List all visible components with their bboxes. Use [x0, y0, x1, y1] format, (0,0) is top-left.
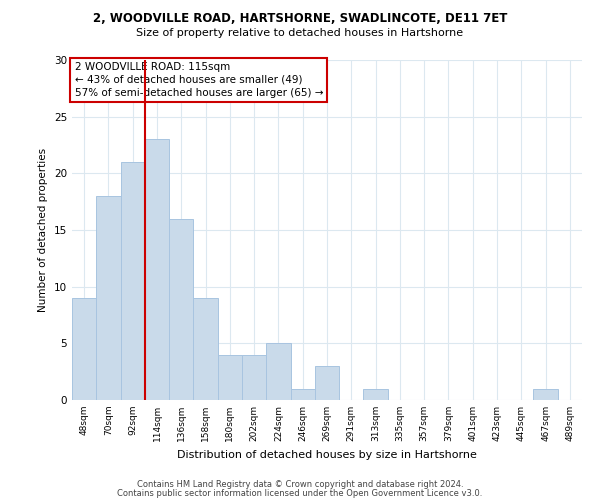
- Text: Size of property relative to detached houses in Hartshorne: Size of property relative to detached ho…: [136, 28, 464, 38]
- Text: 2, WOODVILLE ROAD, HARTSHORNE, SWADLINCOTE, DE11 7ET: 2, WOODVILLE ROAD, HARTSHORNE, SWADLINCO…: [93, 12, 507, 26]
- Text: Contains HM Land Registry data © Crown copyright and database right 2024.: Contains HM Land Registry data © Crown c…: [137, 480, 463, 489]
- Text: Contains public sector information licensed under the Open Government Licence v3: Contains public sector information licen…: [118, 488, 482, 498]
- X-axis label: Distribution of detached houses by size in Hartshorne: Distribution of detached houses by size …: [177, 450, 477, 460]
- Bar: [290, 388, 315, 400]
- Text: 2 WOODVILLE ROAD: 115sqm
← 43% of detached houses are smaller (49)
57% of semi-d: 2 WOODVILLE ROAD: 115sqm ← 43% of detach…: [74, 62, 323, 98]
- Bar: [72, 298, 96, 400]
- Bar: [242, 354, 266, 400]
- Bar: [218, 354, 242, 400]
- Bar: [96, 196, 121, 400]
- Bar: [169, 218, 193, 400]
- Bar: [193, 298, 218, 400]
- Bar: [266, 344, 290, 400]
- Bar: [121, 162, 145, 400]
- Bar: [315, 366, 339, 400]
- Bar: [364, 388, 388, 400]
- Bar: [533, 388, 558, 400]
- Bar: [145, 140, 169, 400]
- Y-axis label: Number of detached properties: Number of detached properties: [38, 148, 49, 312]
